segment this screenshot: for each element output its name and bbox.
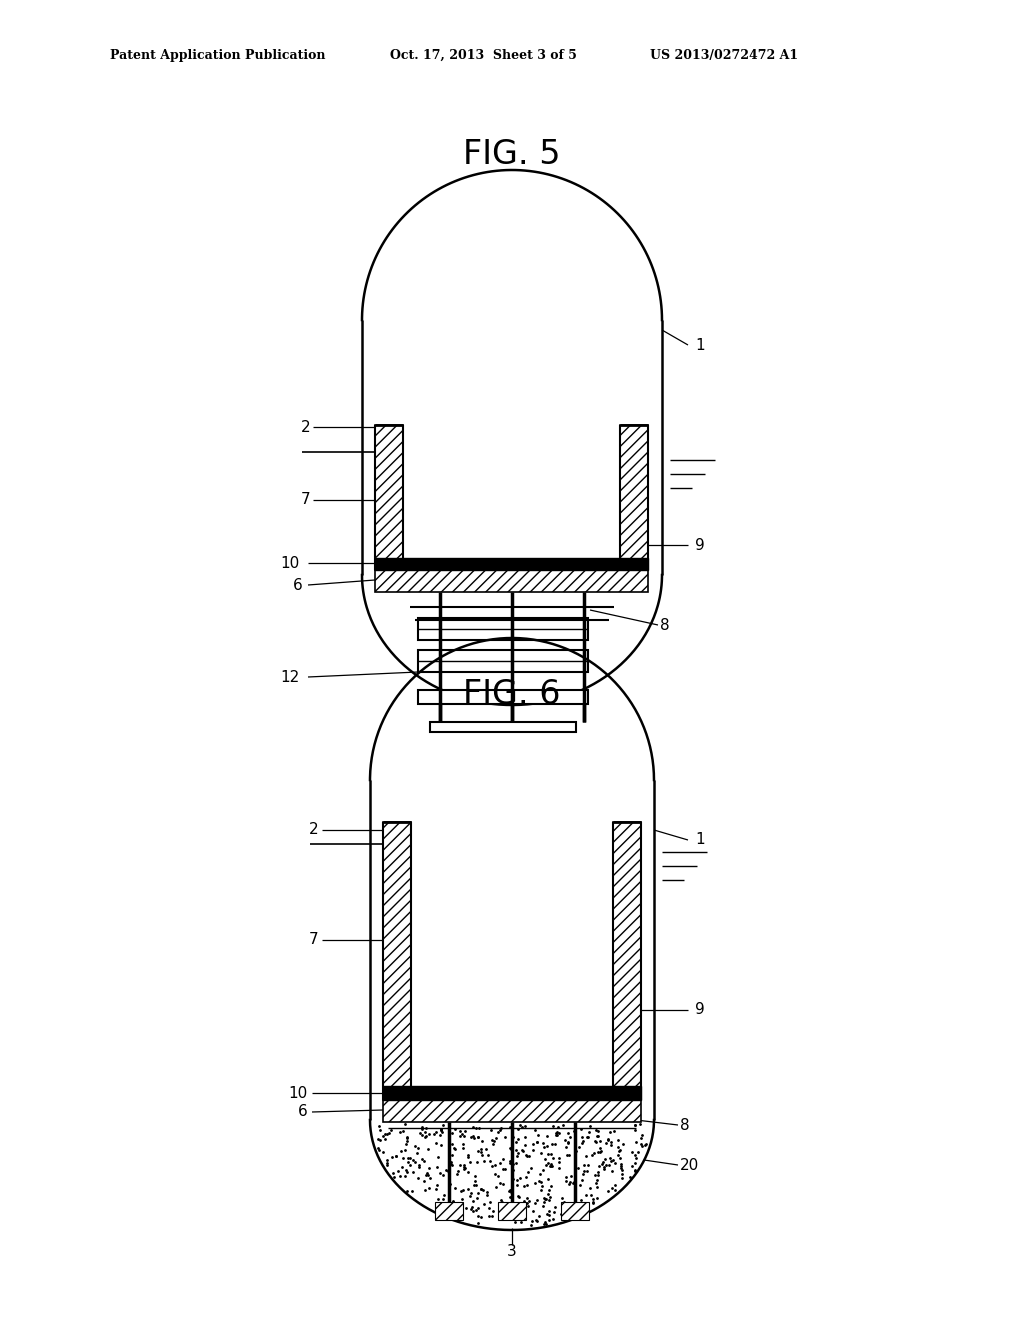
Bar: [418, 690, 588, 704]
Text: 9: 9: [695, 1002, 705, 1018]
Bar: [613, 822, 641, 1100]
Text: 8: 8: [680, 1118, 689, 1133]
Text: 7: 7: [308, 932, 318, 948]
Bar: [375, 570, 648, 591]
Bar: [561, 1203, 589, 1220]
Text: 3: 3: [507, 1245, 517, 1259]
Text: Patent Application Publication: Patent Application Publication: [110, 49, 326, 62]
Text: FIG. 5: FIG. 5: [463, 139, 561, 172]
Bar: [435, 1203, 463, 1220]
Bar: [375, 425, 403, 570]
Text: US 2013/0272472 A1: US 2013/0272472 A1: [650, 49, 798, 62]
Bar: [418, 649, 588, 672]
Text: 10: 10: [281, 556, 300, 570]
Bar: [620, 425, 648, 570]
Bar: [498, 1203, 526, 1220]
Text: 6: 6: [293, 578, 303, 593]
Text: FIG. 6: FIG. 6: [463, 678, 561, 711]
Text: 12: 12: [281, 669, 300, 685]
Text: 2: 2: [300, 420, 310, 434]
Text: 9: 9: [695, 537, 705, 553]
Bar: [383, 1086, 641, 1100]
Bar: [375, 558, 648, 570]
Text: 7: 7: [300, 492, 310, 507]
Text: 10: 10: [289, 1085, 308, 1101]
Bar: [430, 722, 575, 733]
Text: 8: 8: [660, 618, 670, 632]
Text: Oct. 17, 2013  Sheet 3 of 5: Oct. 17, 2013 Sheet 3 of 5: [390, 49, 577, 62]
Text: 1: 1: [695, 833, 705, 847]
Bar: [383, 1100, 641, 1122]
Bar: [383, 822, 411, 1100]
Bar: [418, 618, 588, 640]
Text: 6: 6: [298, 1105, 308, 1119]
Text: 20: 20: [680, 1158, 699, 1172]
Text: 2: 2: [308, 822, 318, 837]
Text: 1: 1: [695, 338, 705, 352]
